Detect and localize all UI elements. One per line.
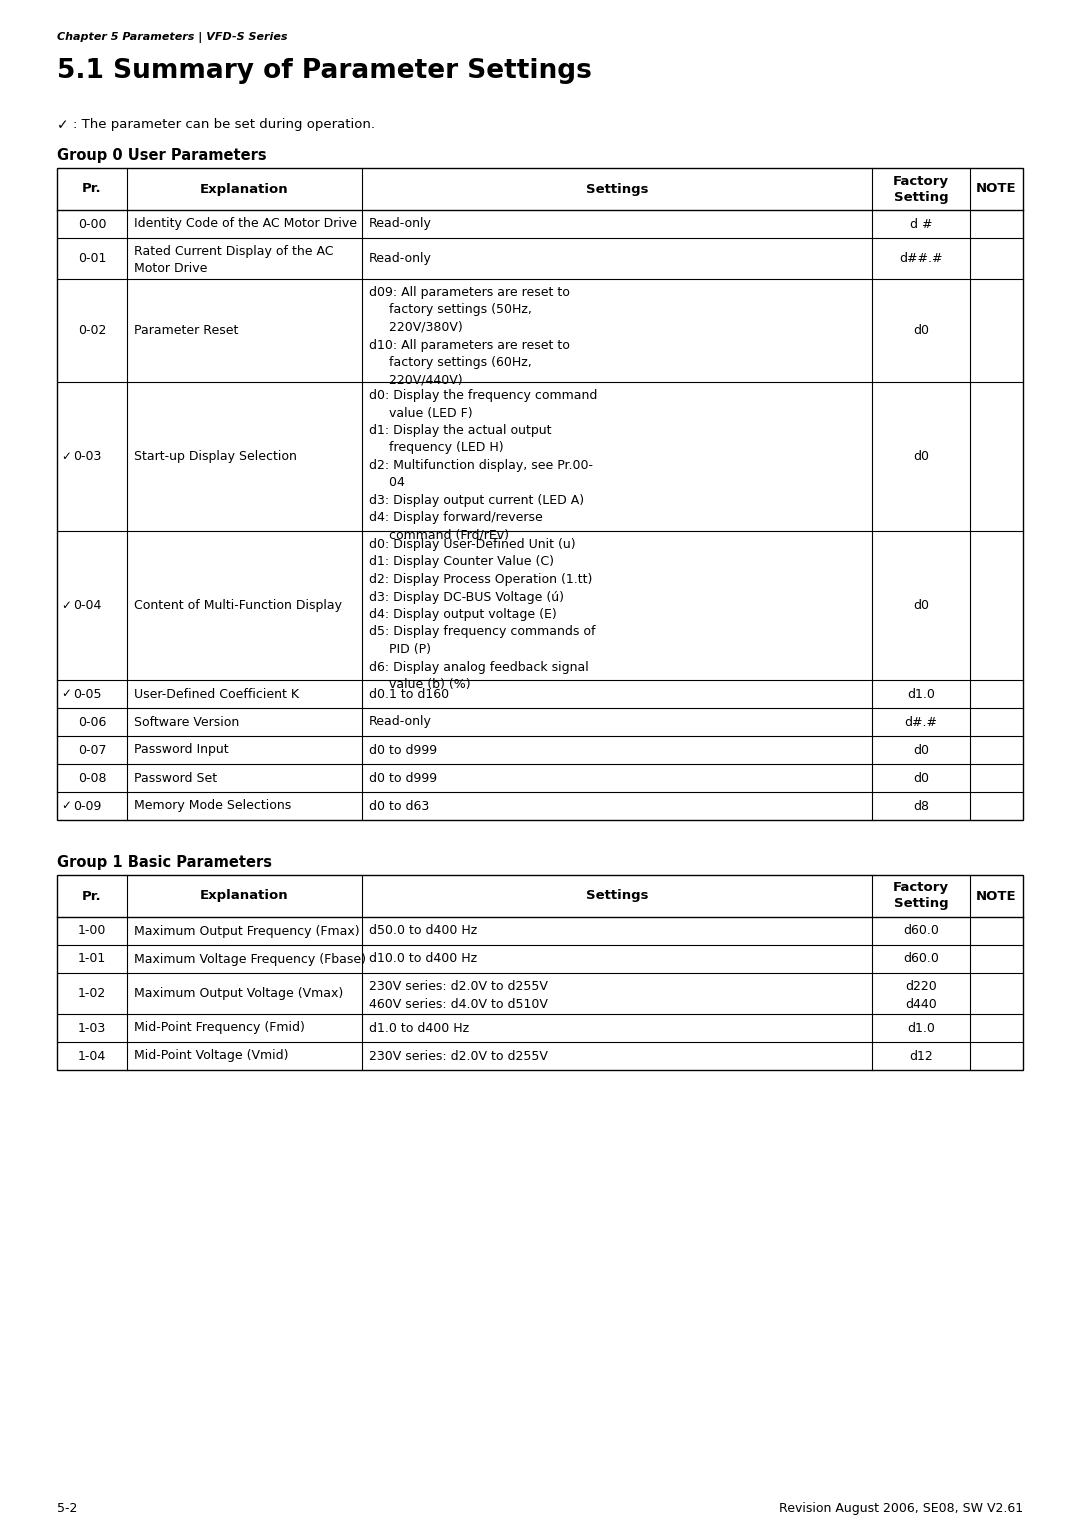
Text: 0-07: 0-07	[78, 744, 106, 756]
Text: Settings: Settings	[585, 890, 648, 902]
Text: d60.0: d60.0	[903, 925, 939, 937]
Text: Revision August 2006, SE08, SW V2.61: Revision August 2006, SE08, SW V2.61	[779, 1502, 1023, 1516]
Text: User-Defined Coefficient K: User-Defined Coefficient K	[134, 687, 299, 701]
Text: Group 1 Basic Parameters: Group 1 Basic Parameters	[57, 854, 272, 870]
Text: 0-05: 0-05	[73, 687, 102, 701]
Text: d60.0: d60.0	[903, 953, 939, 965]
Text: Password Input: Password Input	[134, 744, 229, 756]
Text: d0: d0	[913, 772, 929, 784]
Bar	[57, 874, 1023, 1071]
Text: 1-02: 1-02	[78, 986, 106, 1000]
Text: 1-04: 1-04	[78, 1049, 106, 1063]
Text: d0 to d999: d0 to d999	[369, 744, 437, 756]
Text: d8: d8	[913, 799, 929, 813]
Text: d0: d0	[913, 324, 929, 337]
Text: ✓: ✓	[60, 598, 71, 612]
Text: : The parameter can be set during operation.: : The parameter can be set during operat…	[73, 118, 375, 130]
Text: Explanation: Explanation	[200, 183, 288, 195]
Text: Factory
Setting: Factory Setting	[893, 882, 949, 911]
Text: 0-01: 0-01	[78, 252, 106, 265]
Text: d0: Display the frequency command
     value (LED F)
d1: Display the actual outp: d0: Display the frequency command value …	[369, 390, 597, 542]
Text: d12: d12	[909, 1049, 933, 1063]
Text: Start-up Display Selection: Start-up Display Selection	[134, 449, 297, 463]
Text: Factory
Setting: Factory Setting	[893, 175, 949, 204]
Text: ✓: ✓	[60, 687, 71, 701]
Text: d50.0 to d400 Hz: d50.0 to d400 Hz	[369, 925, 477, 937]
Text: d1.0: d1.0	[907, 1022, 935, 1034]
Text: d0 to d63: d0 to d63	[369, 799, 429, 813]
Text: 0-06: 0-06	[78, 715, 106, 729]
Text: Settings: Settings	[585, 183, 648, 195]
Text: 5.1 Summary of Parameter Settings: 5.1 Summary of Parameter Settings	[57, 58, 592, 84]
Text: Maximum Voltage Frequency (Fbase): Maximum Voltage Frequency (Fbase)	[134, 953, 366, 965]
Text: d0 to d999: d0 to d999	[369, 772, 437, 784]
Text: Memory Mode Selections: Memory Mode Selections	[134, 799, 292, 813]
Text: d0: Display User-Defined Unit (u)
d1: Display Counter Value (C)
d2: Display Proc: d0: Display User-Defined Unit (u) d1: Di…	[369, 538, 595, 690]
Text: Rated Current Display of the AC
Motor Drive: Rated Current Display of the AC Motor Dr…	[134, 245, 334, 276]
Text: 0-00: 0-00	[78, 218, 106, 230]
Text: d1.0: d1.0	[907, 687, 935, 701]
Bar	[57, 169, 1023, 821]
Text: Identity Code of the AC Motor Drive: Identity Code of the AC Motor Drive	[134, 218, 357, 230]
Text: Group 0 User Parameters: Group 0 User Parameters	[57, 147, 267, 163]
Text: d0: d0	[913, 449, 929, 463]
Text: 5-2: 5-2	[57, 1502, 78, 1516]
Text: Mid-Point Frequency (Fmid): Mid-Point Frequency (Fmid)	[134, 1022, 305, 1034]
Text: Parameter Reset: Parameter Reset	[134, 324, 239, 337]
Text: Software Version: Software Version	[134, 715, 240, 729]
Text: Password Set: Password Set	[134, 772, 217, 784]
Text: d0: d0	[913, 744, 929, 756]
Text: ✓: ✓	[60, 449, 71, 463]
Text: ✓: ✓	[60, 799, 71, 813]
Text: Explanation: Explanation	[200, 890, 288, 902]
Text: d#.#: d#.#	[905, 715, 937, 729]
Text: Maximum Output Voltage (Vmax): Maximum Output Voltage (Vmax)	[134, 986, 343, 1000]
Text: NOTE: NOTE	[976, 890, 1016, 902]
Text: d1.0 to d400 Hz: d1.0 to d400 Hz	[369, 1022, 469, 1034]
Text: 0-08: 0-08	[78, 772, 106, 784]
Text: Mid-Point Voltage (Vmid): Mid-Point Voltage (Vmid)	[134, 1049, 288, 1063]
Text: Maximum Output Frequency (Fmax): Maximum Output Frequency (Fmax)	[134, 925, 360, 937]
Text: Read-only: Read-only	[369, 252, 432, 265]
Text: 0-03: 0-03	[73, 449, 102, 463]
Text: Pr.: Pr.	[82, 183, 102, 195]
Text: d0: d0	[913, 598, 929, 612]
Text: 0-02: 0-02	[78, 324, 106, 337]
Text: 1-03: 1-03	[78, 1022, 106, 1034]
Text: d09: All parameters are reset to
     factory settings (50Hz,
     220V/380V)
d1: d09: All parameters are reset to factory…	[369, 285, 570, 387]
Text: 0-09: 0-09	[73, 799, 102, 813]
Text: 0-04: 0-04	[73, 598, 102, 612]
Text: Content of Multi-Function Display: Content of Multi-Function Display	[134, 598, 342, 612]
Text: d##.#: d##.#	[900, 252, 943, 265]
Text: 1-01: 1-01	[78, 953, 106, 965]
Text: d10.0 to d400 Hz: d10.0 to d400 Hz	[369, 953, 477, 965]
Text: Read-only: Read-only	[369, 218, 432, 230]
Text: d220
d440: d220 d440	[905, 980, 936, 1011]
Text: Read-only: Read-only	[369, 715, 432, 729]
Text: NOTE: NOTE	[976, 183, 1016, 195]
Text: 230V series: d2.0V to d255V
460V series: d4.0V to d510V: 230V series: d2.0V to d255V 460V series:…	[369, 980, 548, 1011]
Text: d0.1 to d160: d0.1 to d160	[369, 687, 449, 701]
Text: Chapter 5 Parameters | VFD-S Series: Chapter 5 Parameters | VFD-S Series	[57, 32, 287, 43]
Text: d #: d #	[909, 218, 932, 230]
Text: 230V series: d2.0V to d255V: 230V series: d2.0V to d255V	[369, 1049, 548, 1063]
Text: 1-00: 1-00	[78, 925, 106, 937]
Text: Pr.: Pr.	[82, 890, 102, 902]
Text: ✓: ✓	[57, 118, 69, 132]
